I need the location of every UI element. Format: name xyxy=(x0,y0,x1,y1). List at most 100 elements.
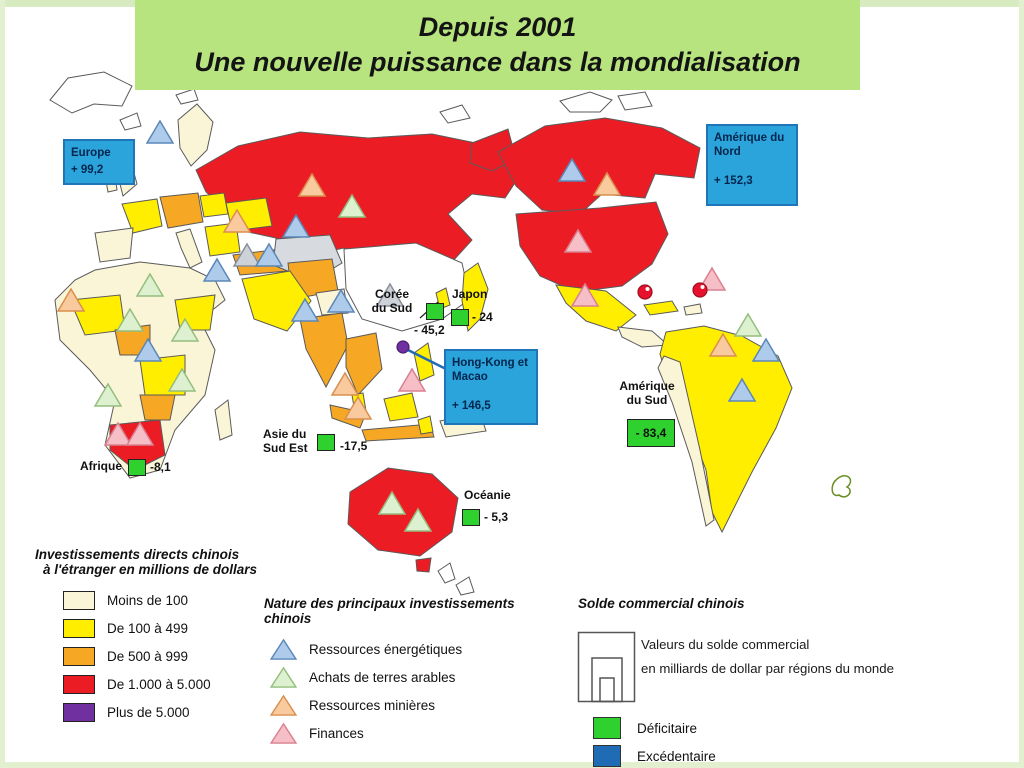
arable-triangle-symbol xyxy=(377,490,407,515)
region-label-europe: Europe + 99,2 xyxy=(63,139,135,185)
slide-border-bottom xyxy=(0,762,1024,768)
legend-item-finance: Finances xyxy=(264,719,564,747)
symbol-layer xyxy=(56,119,781,532)
region-label-africa: Afrique xyxy=(80,459,122,473)
arable-triangle-symbol xyxy=(403,507,433,532)
legend-item-label: Plus de 5.000 xyxy=(107,704,190,720)
legend-solde: Solde commercial chinois Valeurs du sold… xyxy=(575,596,935,767)
nested-squares-icon xyxy=(577,631,636,703)
legend-item-label: De 500 à 999 xyxy=(107,648,189,664)
finance-triangle-icon xyxy=(270,722,297,744)
deficit-square-africa xyxy=(128,459,146,476)
legend-item-label: Moins de 100 xyxy=(107,592,189,608)
mining-triangle-symbol xyxy=(343,395,373,420)
finance-triangle-symbol xyxy=(397,367,427,392)
region-label-hongkong-macao: Hong-Kong et Macao + 146,5 xyxy=(444,349,538,425)
legend-nature: Nature des principaux investissements ch… xyxy=(264,596,564,747)
island-doodle xyxy=(831,475,852,498)
title-line-1: Depuis 2001 xyxy=(418,11,577,42)
color-swatch-yellow xyxy=(63,618,95,638)
color-swatch-blue xyxy=(593,745,621,767)
finance-triangle-symbol xyxy=(697,266,727,291)
gray-triangle-symbol xyxy=(232,242,262,267)
legend-item-1000-5000: De 1.000 à 5.000 xyxy=(35,670,265,698)
legend-item-label: Ressources minières xyxy=(309,697,436,713)
energy-triangle-symbol xyxy=(145,119,175,144)
red-dot-highlight xyxy=(700,285,705,289)
finance-triangle-symbol xyxy=(103,421,133,446)
legend-nature-title: Nature des principaux investissements ch… xyxy=(264,596,515,626)
legend-item-label: De 1.000 à 5.000 xyxy=(107,676,211,692)
legend-investments-title-line1: Investissements directs chinois xyxy=(35,547,240,562)
region-russia xyxy=(195,131,523,267)
region-name: Europe xyxy=(71,147,111,159)
arable-triangle-symbol xyxy=(170,317,200,342)
finance-triangle-symbol xyxy=(570,282,600,307)
energy-triangle-symbol xyxy=(727,377,757,402)
finance-triangle-symbol xyxy=(125,421,155,446)
legend-investments-title-line2: à l'étranger en millions de dollars xyxy=(43,562,258,577)
slide-border-left xyxy=(0,0,5,768)
region-label-japan: Japon xyxy=(452,287,488,301)
deficit-square-korea xyxy=(426,303,444,320)
energy-triangle-symbol xyxy=(254,242,284,267)
region-africa xyxy=(54,261,233,479)
region-name: Hong-Kong et Macao xyxy=(452,357,529,384)
energy-triangle-icon xyxy=(270,638,297,660)
region-value-southeast-asia: -17,5 xyxy=(340,439,368,453)
region-usa xyxy=(515,201,669,293)
region-label-south-korea: Corée du Sud xyxy=(371,287,413,315)
energy-triangle-symbol xyxy=(133,337,163,362)
legend-investments: Investissements directs chinois à l'étra… xyxy=(35,547,265,726)
region-canada xyxy=(497,117,701,215)
region-south-america xyxy=(657,325,793,534)
legend-item-label: Finances xyxy=(309,725,364,741)
slide-border-right xyxy=(1019,0,1024,768)
legend-solde-desc-line1: Valeurs du solde commercial xyxy=(641,637,810,652)
energy-triangle-symbol xyxy=(557,157,587,182)
legend-item-moins-100: Moins de 100 xyxy=(35,586,265,614)
region-value-south-america: - 83,4 xyxy=(635,426,667,440)
arable-triangle-symbol xyxy=(93,382,123,407)
region-value: + 99,2 xyxy=(71,164,104,177)
energy-triangle-symbol xyxy=(290,297,320,322)
arctic-islands xyxy=(49,71,653,131)
legend-item-label: Ressources énergétiques xyxy=(309,641,463,657)
region-label-north-america: Amérique du Nord + 152,3 xyxy=(706,124,798,206)
legend-item-label: Excédentaire xyxy=(637,748,716,764)
red-dot-highlight xyxy=(645,287,650,291)
gray-triangle-symbol xyxy=(375,282,405,307)
color-swatch-red xyxy=(63,674,95,694)
legend-item-excedentaire: Excédentaire xyxy=(593,745,716,767)
legend-solde-desc-line2: en milliards de dollar par régions du mo… xyxy=(641,661,894,676)
color-swatch-orange xyxy=(63,646,95,666)
legend-item-deficitaire: Déficitaire xyxy=(593,717,697,739)
region-label-south-america: Amérique du Sud xyxy=(619,379,675,407)
region-north-america xyxy=(469,117,703,348)
arable-triangle-icon xyxy=(270,666,297,688)
legend-item-energy: Ressources énergétiques xyxy=(264,635,564,663)
legend-item-500-999: De 500 à 999 xyxy=(35,642,265,670)
arable-triangle-symbol xyxy=(733,312,763,337)
red-dot-symbol xyxy=(692,282,708,298)
mining-triangle-icon xyxy=(270,694,297,716)
mining-triangle-symbol xyxy=(56,287,86,312)
deficit-square-southeast-asia xyxy=(317,434,335,451)
legend-solde-title: Solde commercial chinois xyxy=(578,596,745,611)
energy-triangle-symbol xyxy=(326,288,356,313)
color-swatch-cream xyxy=(63,590,95,610)
color-swatch-green xyxy=(593,717,621,739)
purple-dot-symbol xyxy=(396,340,410,354)
arable-triangle-symbol xyxy=(337,193,367,218)
region-value-africa: -8,1 xyxy=(150,460,171,474)
legend-item-label: Achats de terres arables xyxy=(309,669,456,685)
region-value: + 152,3 xyxy=(714,174,753,187)
arable-triangle-symbol xyxy=(167,367,197,392)
energy-triangle-symbol xyxy=(202,257,232,282)
legend-item-100-499: De 100 à 499 xyxy=(35,614,265,642)
region-value-south-korea: - 45,2 xyxy=(414,323,445,337)
deficit-square-japan xyxy=(451,309,469,326)
energy-triangle-symbol xyxy=(281,213,311,238)
legend-item-plus-5000: Plus de 5.000 xyxy=(35,698,265,726)
